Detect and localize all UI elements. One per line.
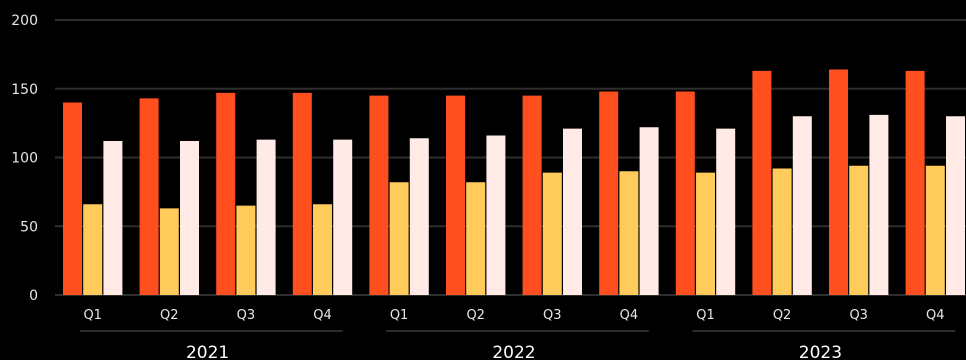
bar-series-1 [139,98,159,295]
bar-series-3 [333,139,353,295]
category-label: Q2 [773,308,792,323]
category-label: Q4 [926,308,945,323]
y-tick-label: 200 [11,13,38,29]
bar-series-2 [925,165,945,295]
bar-series-1 [292,92,312,295]
group-label: 2022 [492,343,535,360]
bar-series-2 [619,171,639,295]
bar-series-3 [869,114,889,295]
bar-series-1 [675,91,695,295]
bar-series-1 [369,95,389,295]
bar-series-1 [829,69,848,295]
bar-series-2 [849,165,869,295]
bar-series-2 [83,204,103,295]
gridlines [55,19,966,296]
bar-series-1 [522,95,542,295]
x-axis-groups: 2021 2022 2023 [79,330,956,360]
x-axis-categories: Q1 Q2 Q3 Q4 Q1 Q2 Q3 Q4 Q1 Q2 Q3 Q4 [83,308,944,323]
bar-series-3 [563,128,582,295]
bar-series-1 [63,102,82,295]
bar-series-3 [409,138,429,295]
bar-series-3 [256,139,276,295]
category-label: Q4 [313,308,332,323]
group-label: 2023 [799,343,842,360]
bar-series-2 [466,182,486,295]
bar-series-3 [946,116,965,295]
bar-series-1 [446,95,465,295]
bar-series-3 [639,127,659,295]
bar-series-3 [716,128,736,295]
bar-series-3 [486,135,506,295]
category-label: Q3 [237,308,256,323]
category-label: Q3 [543,308,562,323]
bars [63,69,965,295]
category-label: Q2 [160,308,179,323]
bar-series-3 [103,141,123,295]
group-label: 2021 [186,343,229,360]
bar-series-1 [216,92,236,295]
bar-series-2 [772,168,792,295]
bar-series-2 [313,204,332,295]
category-label: Q4 [620,308,639,323]
category-label: Q3 [849,308,868,323]
bar-series-1 [905,70,925,295]
category-label: Q1 [83,308,102,323]
bar-series-2 [696,172,715,295]
category-label: Q2 [466,308,485,323]
y-tick-label: 100 [11,151,38,167]
bar-series-2 [236,205,256,295]
bar-series-1 [599,91,619,295]
bar-series-2 [389,182,409,295]
y-axis-ticks: 0 50 100 150 200 [11,13,38,304]
bar-series-2 [542,172,562,295]
category-label: Q1 [696,308,715,323]
bar-series-1 [752,70,772,295]
y-tick-label: 0 [29,288,38,304]
y-tick-label: 150 [11,82,38,98]
bar-series-2 [159,208,179,295]
category-label: Q1 [390,308,409,323]
y-tick-label: 50 [20,219,38,235]
bar-series-3 [180,141,199,295]
bar-series-3 [792,116,812,295]
